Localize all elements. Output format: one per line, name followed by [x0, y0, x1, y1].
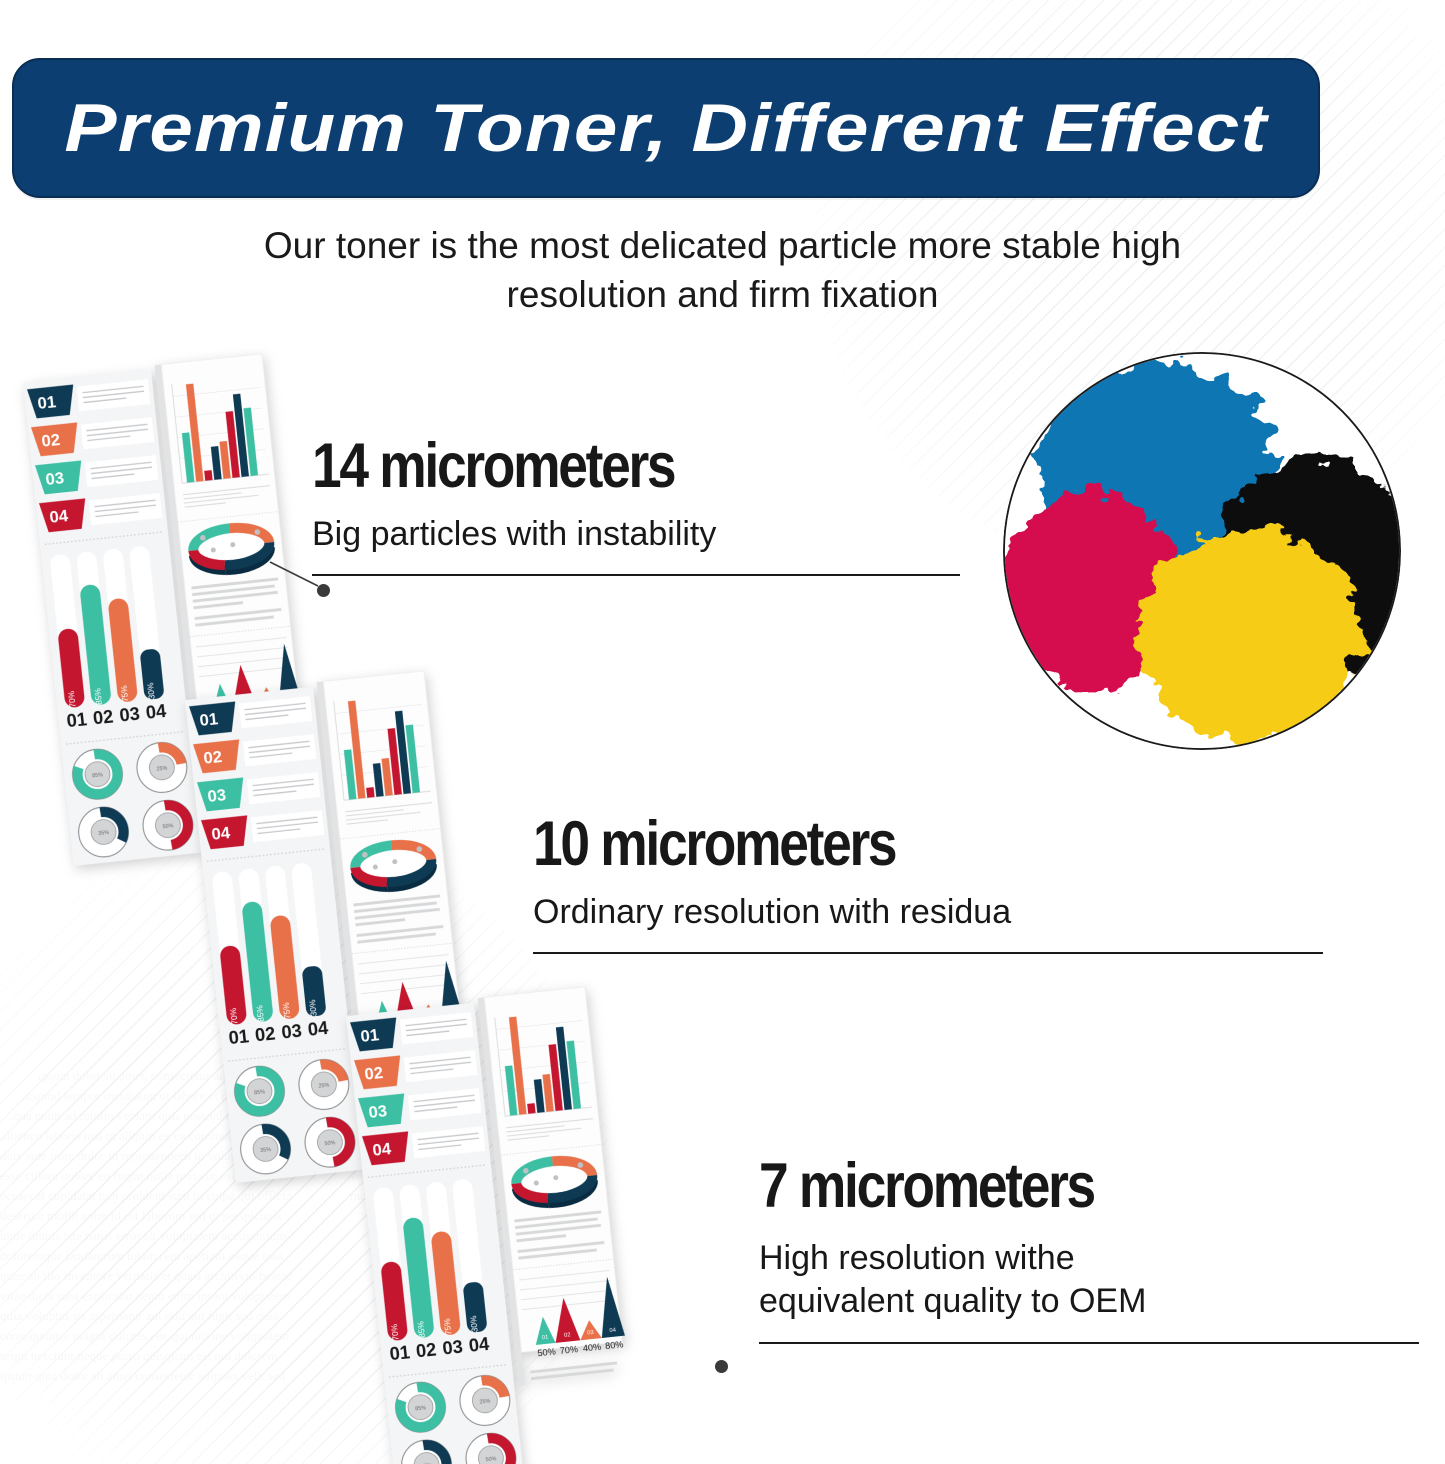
svg-text:quae ab illo inventore veritat: quae ab illo inventore veritatis et quas… — [0, 1268, 293, 1283]
svg-text:deserunt mollit anim id est la: deserunt mollit anim id est laborum sed … — [0, 1208, 282, 1223]
svg-text:vitae dicta sunt explicabo nem: vitae dicta sunt explicabo nemo enim ips… — [0, 1288, 290, 1303]
svg-text:doloremque laudantium totam re: doloremque laudantium totam rem aperiam … — [0, 1248, 283, 1263]
svg-text:unde omnis iste natus error si: unde omnis iste natus error sit voluptat… — [0, 1228, 286, 1243]
svg-text:ipsum quia dolor sit amet cons: ipsum quia dolor sit amet consectetur ad… — [0, 1368, 286, 1383]
svg-text:occaecat cupidatat non proiden: occaecat cupidatat non proident sunt in … — [0, 1188, 292, 1203]
svg-text:quia voluptas sit aspernatur a: quia voluptas sit aspernatur aut odit au… — [0, 1308, 279, 1323]
svg-text:sequi nesciunt neque porro qui: sequi nesciunt neque porro quisquam est … — [0, 1348, 278, 1363]
svg-text:consequuntur magni dolores eos: consequuntur magni dolores eos qui ratio… — [0, 1328, 289, 1343]
